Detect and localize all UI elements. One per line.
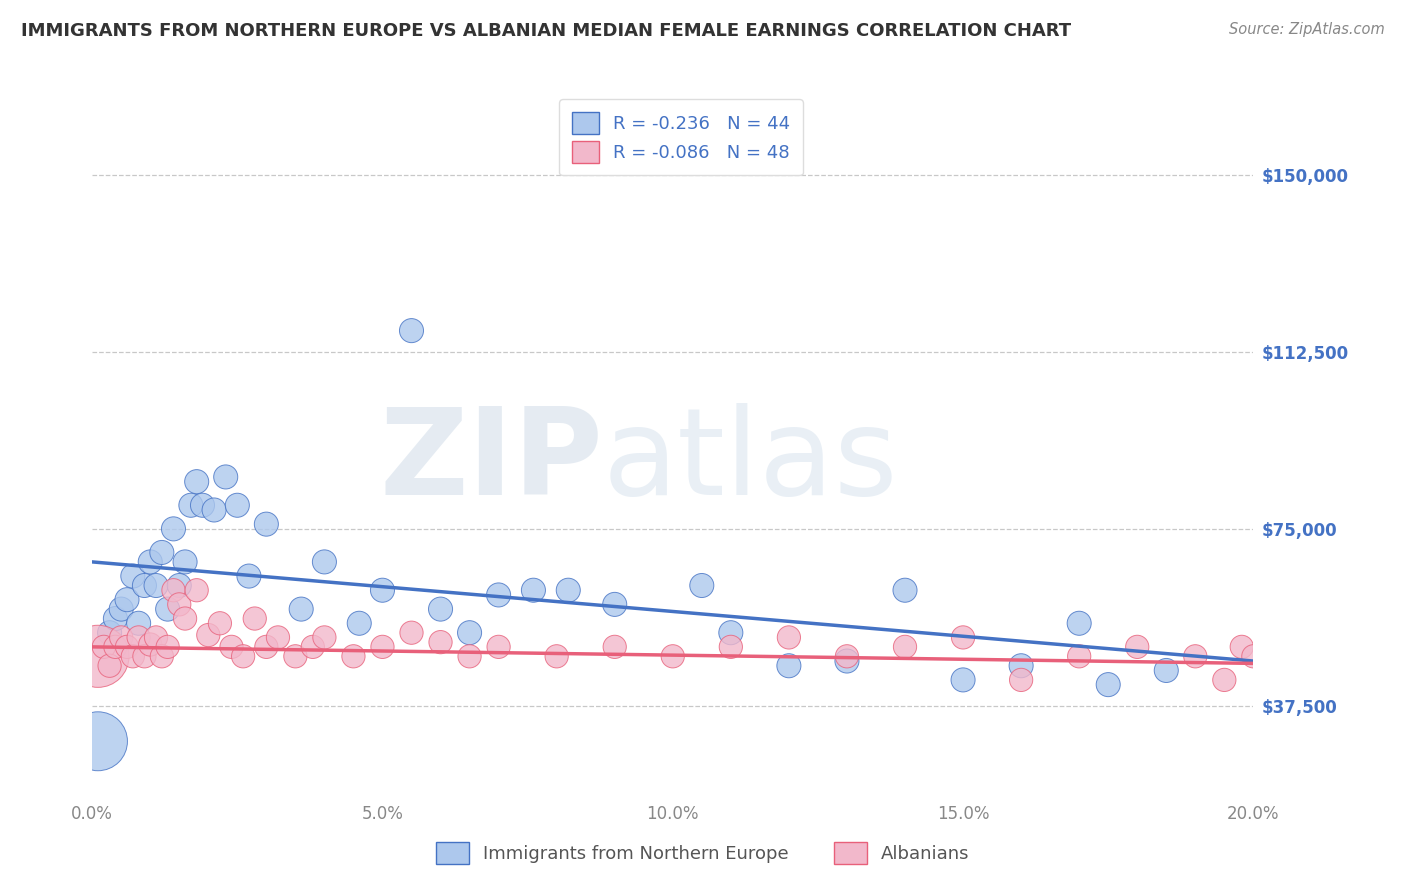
Point bbox=[401, 324, 423, 338]
Legend: R = -0.236   N = 44, R = -0.086   N = 48: R = -0.236 N = 44, R = -0.086 N = 48 bbox=[560, 99, 803, 176]
Point bbox=[180, 498, 202, 512]
Point bbox=[603, 598, 626, 612]
Point bbox=[661, 649, 683, 664]
Point bbox=[835, 654, 858, 668]
Point bbox=[720, 625, 742, 640]
Point bbox=[145, 578, 167, 592]
Point bbox=[104, 640, 127, 654]
Point bbox=[156, 602, 179, 616]
Point bbox=[1010, 658, 1032, 673]
Point bbox=[202, 503, 225, 517]
Point bbox=[1069, 649, 1091, 664]
Point bbox=[98, 625, 121, 640]
Point bbox=[894, 583, 917, 598]
Point bbox=[150, 649, 173, 664]
Point bbox=[778, 658, 800, 673]
Point bbox=[778, 631, 800, 645]
Point bbox=[174, 555, 197, 569]
Point bbox=[139, 638, 162, 652]
Point bbox=[290, 602, 312, 616]
Point bbox=[191, 498, 214, 512]
Point bbox=[162, 522, 184, 536]
Point bbox=[314, 555, 336, 569]
Point bbox=[121, 649, 143, 664]
Point bbox=[952, 673, 974, 687]
Point bbox=[1241, 649, 1264, 664]
Point bbox=[1069, 616, 1091, 631]
Point bbox=[208, 616, 231, 631]
Point bbox=[162, 583, 184, 598]
Point bbox=[371, 583, 394, 598]
Point bbox=[254, 517, 277, 532]
Point bbox=[1230, 640, 1253, 654]
Point bbox=[267, 631, 290, 645]
Point bbox=[243, 611, 266, 625]
Point bbox=[197, 628, 219, 642]
Point bbox=[226, 498, 249, 512]
Point bbox=[429, 602, 451, 616]
Point bbox=[186, 583, 208, 598]
Point bbox=[284, 649, 307, 664]
Point bbox=[121, 569, 143, 583]
Point bbox=[342, 649, 364, 664]
Point bbox=[349, 616, 371, 631]
Point bbox=[522, 583, 544, 598]
Point bbox=[458, 649, 481, 664]
Point bbox=[894, 640, 917, 654]
Point bbox=[238, 569, 260, 583]
Point bbox=[371, 640, 394, 654]
Point bbox=[215, 470, 238, 484]
Point bbox=[690, 578, 713, 592]
Point bbox=[720, 640, 742, 654]
Point bbox=[1154, 664, 1177, 678]
Point bbox=[458, 625, 481, 640]
Point bbox=[98, 658, 121, 673]
Point bbox=[557, 583, 579, 598]
Point bbox=[93, 640, 115, 654]
Point bbox=[835, 649, 858, 664]
Legend: Immigrants from Northern Europe, Albanians: Immigrants from Northern Europe, Albania… bbox=[422, 828, 984, 879]
Point bbox=[232, 649, 254, 664]
Text: ZIP: ZIP bbox=[380, 403, 603, 520]
Point bbox=[115, 592, 138, 607]
Point bbox=[488, 640, 510, 654]
Point bbox=[314, 631, 336, 645]
Text: IMMIGRANTS FROM NORTHERN EUROPE VS ALBANIAN MEDIAN FEMALE EARNINGS CORRELATION C: IMMIGRANTS FROM NORTHERN EUROPE VS ALBAN… bbox=[21, 22, 1071, 40]
Point bbox=[174, 611, 197, 625]
Point bbox=[301, 640, 323, 654]
Point bbox=[1213, 673, 1236, 687]
Text: Source: ZipAtlas.com: Source: ZipAtlas.com bbox=[1229, 22, 1385, 37]
Point bbox=[186, 475, 208, 489]
Text: atlas: atlas bbox=[603, 403, 898, 520]
Point bbox=[150, 545, 173, 559]
Point bbox=[110, 631, 132, 645]
Point bbox=[139, 555, 162, 569]
Point bbox=[488, 588, 510, 602]
Point bbox=[401, 625, 423, 640]
Point bbox=[156, 640, 179, 654]
Point bbox=[1097, 678, 1119, 692]
Point bbox=[145, 631, 167, 645]
Point bbox=[87, 649, 110, 664]
Point bbox=[134, 578, 156, 592]
Point bbox=[546, 649, 568, 664]
Point bbox=[1184, 649, 1206, 664]
Point bbox=[603, 640, 626, 654]
Point bbox=[429, 635, 451, 649]
Point bbox=[110, 602, 132, 616]
Point bbox=[128, 631, 150, 645]
Point bbox=[254, 640, 277, 654]
Point bbox=[134, 649, 156, 664]
Point bbox=[115, 640, 138, 654]
Point bbox=[1010, 673, 1032, 687]
Point bbox=[221, 640, 243, 654]
Point bbox=[1126, 640, 1149, 654]
Point bbox=[169, 598, 191, 612]
Point bbox=[952, 631, 974, 645]
Point bbox=[128, 616, 150, 631]
Point bbox=[104, 611, 127, 625]
Point bbox=[87, 734, 110, 748]
Point bbox=[169, 578, 191, 592]
